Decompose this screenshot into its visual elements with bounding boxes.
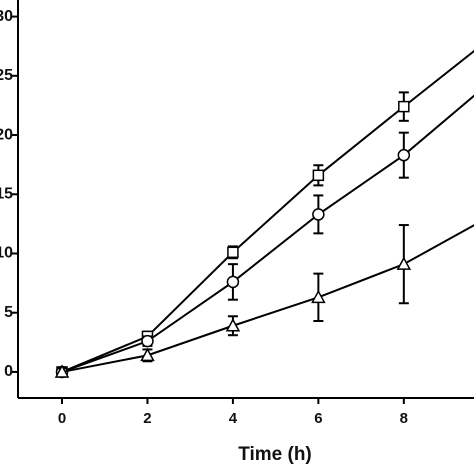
y-tick-label: 30 — [0, 8, 13, 25]
x-tick-label: 0 — [58, 410, 66, 427]
marker — [312, 169, 325, 182]
marker — [312, 208, 325, 221]
x-tick-label: 2 — [143, 410, 151, 427]
y-tick-label: 0 — [4, 363, 13, 380]
x-tick-label: 8 — [400, 410, 408, 427]
x-tick-label: 4 — [229, 410, 238, 427]
marker — [397, 148, 411, 162]
y-tick-label: 15 — [0, 185, 13, 202]
y-tick-label: 25 — [0, 67, 13, 84]
y-tick-label: 5 — [4, 304, 13, 321]
marker — [311, 289, 326, 304]
marker — [54, 364, 70, 378]
marker — [226, 275, 240, 289]
marker — [398, 100, 410, 113]
marker — [225, 318, 241, 332]
marker — [227, 246, 239, 259]
x-tick-label: 6 — [314, 410, 322, 427]
series-line — [61, 94, 474, 373]
y-tick-label: 20 — [0, 126, 13, 143]
y-tick-label: 10 — [0, 245, 13, 262]
marker — [140, 347, 155, 362]
marker — [141, 334, 154, 348]
series-line — [61, 49, 474, 373]
x-axis-label: Time (h) — [238, 444, 312, 465]
marker — [396, 256, 412, 270]
series-line — [61, 224, 474, 373]
